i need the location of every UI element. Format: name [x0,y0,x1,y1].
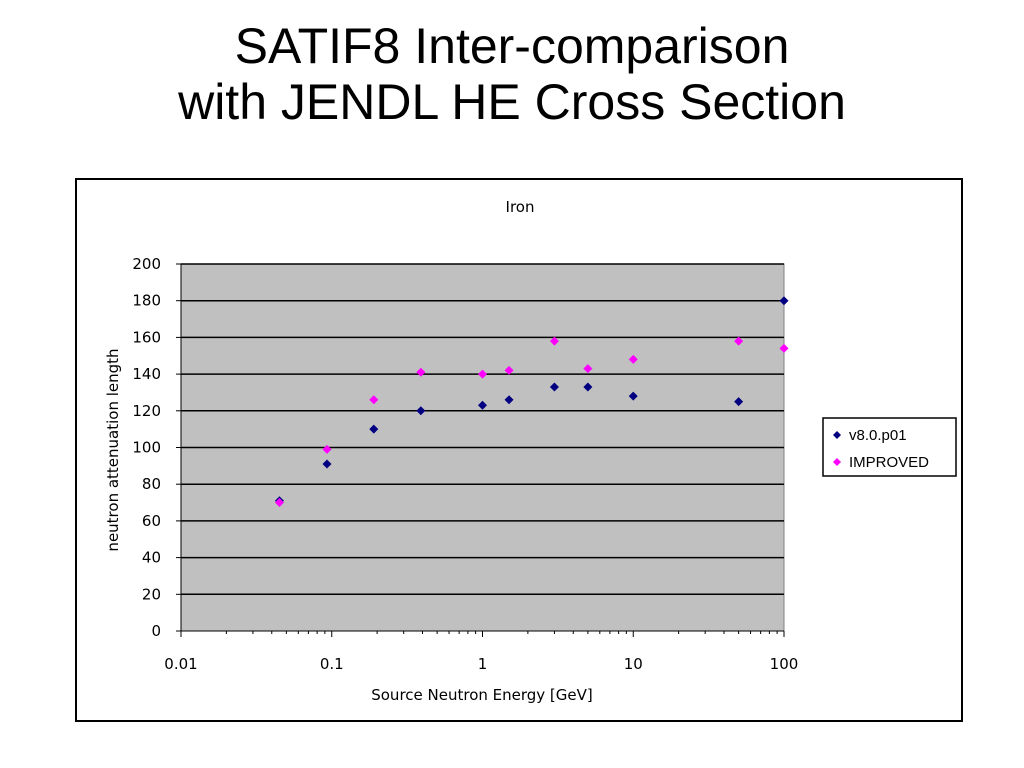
x-axis-title: Source Neutron Energy [GeV] [371,686,593,704]
data-point-v8 [504,395,514,405]
x-tick-label: 1 [478,655,488,673]
y-tick-label: 100 [132,439,161,457]
x-tick-label: 100 [770,655,799,673]
data-point-improved [416,367,426,377]
chart-title: Iron [506,198,535,216]
data-point-v8 [478,400,487,410]
data-point-v8 [583,382,593,392]
data-point-improved [322,444,332,454]
y-tick-label: 200 [132,255,161,273]
slide-title: SATIF8 Inter-comparison with JENDL HE Cr… [0,18,1024,130]
data-point-improved [628,354,638,364]
data-point-v8 [549,382,559,392]
legend-label: IMPROVED [849,454,929,471]
data-point-improved [478,369,487,379]
data-point-v8 [416,406,426,416]
y-tick-label: 60 [142,512,161,530]
data-point-v8 [779,296,789,306]
data-point-improved [369,395,379,405]
y-tick-label: 120 [132,402,161,420]
y-tick-label: 40 [142,549,161,567]
legend-box [822,417,957,477]
y-tick-label: 140 [132,365,161,383]
plot-area: 0 20 40 60 80 100 120 140 160 180 200 0.01 0.1 1 10 100 [132,255,798,673]
y-tick-label: 80 [142,475,161,493]
legend-marker [833,458,841,466]
y-tick-label: 0 [151,622,161,640]
data-point-v8 [628,391,638,401]
y-axis-title: neutron attenuation length [104,348,122,551]
x-tick-label: 10 [624,655,643,673]
y-tick-label: 160 [132,328,161,346]
data-point-v8 [322,459,332,469]
data-point-v8 [734,397,744,407]
y-tick-label: 20 [142,585,161,603]
data-point-v8 [369,424,379,434]
legend-marker [833,431,841,439]
x-tick-label: 0.1 [320,655,344,673]
legend-label: v8.0.p01 [849,427,907,444]
data-point-improved [549,336,559,346]
y-tick-label: 180 [132,292,161,310]
data-point-improved [583,364,593,374]
x-tick-label: 0.01 [164,655,197,673]
data-point-improved [504,365,514,375]
data-point-improved [734,336,744,346]
slide-title-line-2: with JENDL HE Cross Section [178,74,846,130]
slide-title-line-1: SATIF8 Inter-comparison [234,18,790,74]
data-point-improved [274,498,284,508]
legend: v8.0.p01 IMPROVED [822,417,957,477]
data-point-improved [779,343,789,353]
